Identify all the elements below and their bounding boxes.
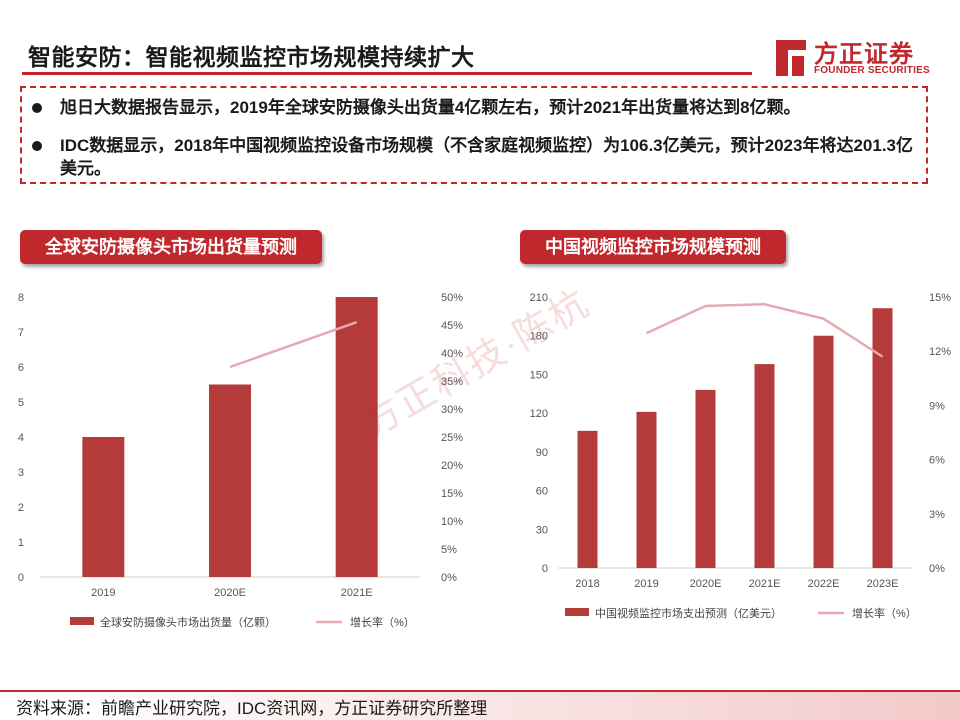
y2-tick-label: 15% xyxy=(441,488,463,500)
bar xyxy=(872,308,893,568)
y2-tick-label: 20% xyxy=(441,460,463,472)
x-tick-label: 2019 xyxy=(634,578,658,590)
x-tick-label: 2020E xyxy=(690,578,722,590)
y2-tick-label: 25% xyxy=(441,432,463,444)
footer-rule xyxy=(0,690,960,692)
footer-band xyxy=(0,690,960,720)
x-tick-label: 2023E xyxy=(867,578,899,590)
y2-tick-label: 30% xyxy=(441,404,463,416)
bullet-text: 旭日大数据报告显示，2019年全球安防摄像头出货量4亿颗左右，预计2021年出货… xyxy=(60,98,801,117)
y2-tick-label: 12% xyxy=(929,346,951,358)
x-tick-label: 2020E xyxy=(214,587,246,599)
bar xyxy=(813,335,834,568)
bar xyxy=(335,297,378,577)
shipment-chart: 0 1 2 3 4 5 6 7 8 0% 5% 10% 15% 20% 25% 30% 35% 40% 45% 50%… xyxy=(18,292,463,629)
legend-bar-swatch xyxy=(70,617,94,625)
founder-logo: 方正证券 FOUNDER SECURITIES xyxy=(770,36,940,82)
legend-bar-label: 全球安防摄像头市场出货量（亿颗） xyxy=(100,615,276,629)
y-tick-label: 0 xyxy=(542,563,548,575)
y-tick-label: 120 xyxy=(530,408,548,420)
y2-tick-label: 9% xyxy=(929,400,945,412)
y2-tick-label: 6% xyxy=(929,455,945,467)
y2-tick-label: 10% xyxy=(441,516,463,528)
legend-bar-label: 中国视频监控市场支出预测（亿美元） xyxy=(595,606,782,620)
y-tick-label: 0 xyxy=(18,572,24,584)
y-tick-label: 30 xyxy=(536,524,548,536)
y2-tick-label: 45% xyxy=(441,320,463,332)
y-tick-label: 6 xyxy=(18,362,24,374)
y2-tick-label: 40% xyxy=(441,348,463,360)
y-tick-label: 5 xyxy=(18,397,24,409)
legend-line-label: 增长率（%） xyxy=(350,615,415,629)
y-tick-label: 8 xyxy=(18,292,24,304)
bar xyxy=(695,389,716,568)
y-tick-label: 60 xyxy=(536,486,548,498)
x-tick-label: 2018 xyxy=(575,578,599,590)
page-title: 智能安防：智能视频监控市场规模持续扩大 xyxy=(28,44,475,70)
y-tick-label: 180 xyxy=(530,331,548,343)
summary-box: 旭日大数据报告显示，2019年全球安防摄像头出货量4亿颗左右，预计2021年出货… xyxy=(20,86,928,184)
right-chart-tag: 中国视频监控市场规模预测 xyxy=(520,230,786,264)
y2-tick-label: 15% xyxy=(929,292,951,304)
logo-subtitle: FOUNDER SECURITIES xyxy=(814,65,930,76)
y2-tick-label: 0% xyxy=(929,563,945,575)
bar xyxy=(82,437,125,577)
x-tick-label: 2021E xyxy=(749,578,781,590)
x-tick-label: 2019 xyxy=(91,587,115,599)
market-size-chart: 0 30 60 90 120 150 180 210 0% 3% 6% 9% 12% 15% 2018 201… xyxy=(530,292,952,620)
bar xyxy=(636,411,657,568)
source-note: 资料来源：前瞻产业研究院，IDC资讯网，方正证券研究所整理 xyxy=(16,699,488,718)
y-tick-label: 150 xyxy=(530,369,548,381)
x-tick-label: 2022E xyxy=(808,578,840,590)
y-tick-label: 1 xyxy=(18,537,24,549)
y2-tick-label: 5% xyxy=(441,544,457,556)
y2-tick-label: 0% xyxy=(441,572,457,584)
bar xyxy=(209,384,251,577)
y2-tick-label: 35% xyxy=(441,376,463,388)
y-tick-label: 90 xyxy=(536,447,548,459)
founder-logo-icon xyxy=(776,40,806,76)
y-tick-label: 210 xyxy=(530,292,548,304)
x-tick-label: 2021E xyxy=(341,587,373,599)
y-tick-label: 4 xyxy=(18,432,24,444)
bullet-text: IDC数据显示，2018年中国视频监控设备市场规模（不含家庭视频监控）为106.… xyxy=(60,136,913,178)
y-tick-label: 7 xyxy=(18,327,24,339)
growth-line xyxy=(645,302,884,358)
left-chart-tag: 全球安防摄像头市场出货量预测 xyxy=(20,230,322,264)
logo-name: 方正证券 xyxy=(814,41,914,68)
bar xyxy=(754,364,775,568)
legend-line-label: 增长率（%） xyxy=(852,606,917,620)
y-tick-label: 2 xyxy=(18,502,24,514)
y-tick-label: 3 xyxy=(18,467,24,479)
bullet-dot-icon xyxy=(32,103,42,113)
bullet-dot-icon xyxy=(32,141,42,151)
legend-bar-swatch xyxy=(565,608,589,616)
growth-line xyxy=(229,321,358,369)
title-underline xyxy=(22,72,752,75)
y2-tick-label: 50% xyxy=(441,292,463,304)
bar xyxy=(577,430,598,568)
y2-tick-label: 3% xyxy=(929,509,945,521)
